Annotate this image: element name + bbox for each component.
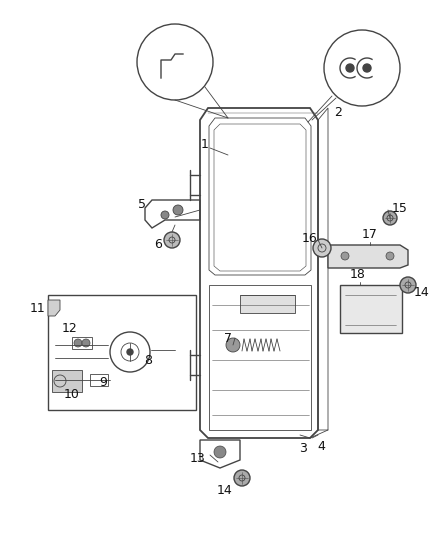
Circle shape	[164, 232, 180, 248]
Circle shape	[341, 252, 349, 260]
Circle shape	[173, 205, 183, 215]
Text: 1: 1	[201, 139, 209, 151]
Text: 10: 10	[64, 389, 80, 401]
Circle shape	[346, 64, 354, 72]
Circle shape	[161, 211, 169, 219]
Text: 3: 3	[299, 441, 307, 455]
Text: 17: 17	[362, 229, 378, 241]
Circle shape	[363, 64, 371, 72]
Polygon shape	[328, 245, 408, 268]
Circle shape	[82, 339, 90, 347]
FancyBboxPatch shape	[52, 370, 82, 392]
Text: 8: 8	[144, 353, 152, 367]
FancyBboxPatch shape	[240, 295, 295, 313]
Text: 11: 11	[30, 302, 46, 314]
Text: 16: 16	[302, 231, 318, 245]
Circle shape	[234, 470, 250, 486]
Text: 9: 9	[99, 376, 107, 389]
Text: 5: 5	[138, 198, 146, 212]
Text: 7: 7	[224, 332, 232, 344]
Polygon shape	[48, 300, 60, 316]
Text: 14: 14	[414, 286, 430, 298]
Circle shape	[226, 338, 240, 352]
Text: 18: 18	[350, 269, 366, 281]
Circle shape	[127, 349, 133, 355]
Text: 14: 14	[217, 483, 233, 497]
Text: 6: 6	[154, 238, 162, 252]
Text: 4: 4	[317, 440, 325, 453]
Text: 2: 2	[334, 106, 342, 118]
Circle shape	[383, 211, 397, 225]
Circle shape	[214, 446, 226, 458]
Circle shape	[386, 252, 394, 260]
Circle shape	[74, 339, 82, 347]
FancyBboxPatch shape	[340, 285, 402, 333]
Circle shape	[313, 239, 331, 257]
Text: 12: 12	[62, 321, 78, 335]
Circle shape	[400, 277, 416, 293]
Text: 13: 13	[190, 451, 206, 464]
Text: 15: 15	[392, 201, 408, 214]
